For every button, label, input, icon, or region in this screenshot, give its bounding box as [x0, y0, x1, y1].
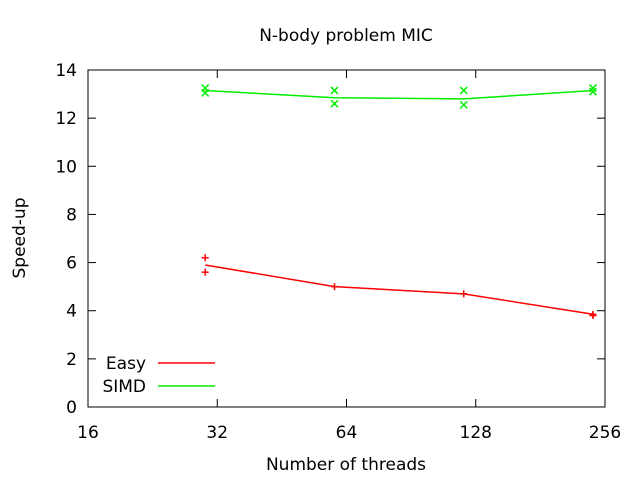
x-tick-label: 16: [77, 423, 99, 443]
series-line-simd: [205, 89, 594, 100]
data-point-easy: [589, 310, 597, 318]
data-point-simd: [459, 100, 468, 109]
axis-ticks: 16 32 64 128 256 0 2 4 6 8 10 12 14: [55, 61, 621, 443]
data-point-easy: [460, 290, 468, 298]
chart-title: N-body problem MIC: [259, 26, 433, 46]
data-point-easy: [201, 254, 209, 262]
legend-label-easy: Easy: [106, 354, 146, 374]
y-tick-label: 2: [66, 350, 77, 370]
y-tick-label: 14: [55, 61, 77, 81]
series-lines: [205, 89, 594, 316]
y-tick-label: 0: [66, 398, 77, 418]
legend: Easy SIMD: [102, 354, 215, 397]
series-line-easy: [205, 264, 594, 316]
y-tick-label: 6: [66, 254, 77, 274]
y-tick-label: 10: [55, 157, 77, 177]
series-points: [201, 84, 597, 320]
data-point-simd: [459, 86, 468, 95]
plot-frame: [87, 69, 606, 408]
x-axis-label: Number of threads: [266, 455, 426, 475]
x-tick-label: 256: [589, 423, 621, 443]
y-tick-label: 8: [66, 205, 77, 225]
data-point-easy: [201, 268, 209, 276]
y-axis-label: Speed-up: [10, 198, 30, 279]
data-point-simd: [588, 87, 597, 96]
y-tick-label: 12: [55, 109, 77, 129]
data-point-simd: [201, 88, 210, 97]
data-point-simd: [330, 99, 339, 108]
data-point-easy: [330, 283, 338, 291]
data-point-simd: [330, 86, 339, 95]
x-tick-label: 128: [460, 423, 492, 443]
x-tick-label: 64: [336, 423, 358, 443]
x-tick-label: 32: [206, 423, 228, 443]
legend-label-simd: SIMD: [102, 377, 146, 397]
y-tick-label: 4: [66, 302, 77, 322]
